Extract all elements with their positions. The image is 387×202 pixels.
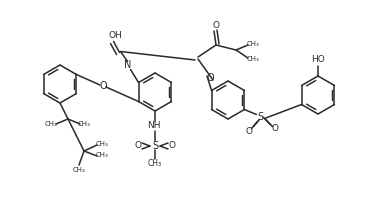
Text: N: N [124,61,131,70]
Text: CH₃: CH₃ [96,141,108,147]
Text: CH₃: CH₃ [45,121,57,127]
Text: CH₃: CH₃ [247,41,259,47]
Text: CH₃: CH₃ [148,160,162,168]
Text: NH: NH [147,121,161,130]
Text: S: S [152,141,158,151]
Text: O: O [272,124,279,133]
Text: OH: OH [109,31,122,40]
Text: S: S [257,113,264,122]
Text: O: O [206,73,214,83]
Text: CH₃: CH₃ [247,56,259,62]
Text: O: O [246,127,253,136]
Text: CH₃: CH₃ [78,121,91,127]
Text: HO: HO [311,56,325,64]
Text: O: O [99,81,107,91]
Text: O: O [168,141,175,150]
Text: CH₃: CH₃ [73,167,86,173]
Text: CH₃: CH₃ [96,152,108,158]
Text: O: O [212,20,219,29]
Text: O: O [135,141,142,150]
